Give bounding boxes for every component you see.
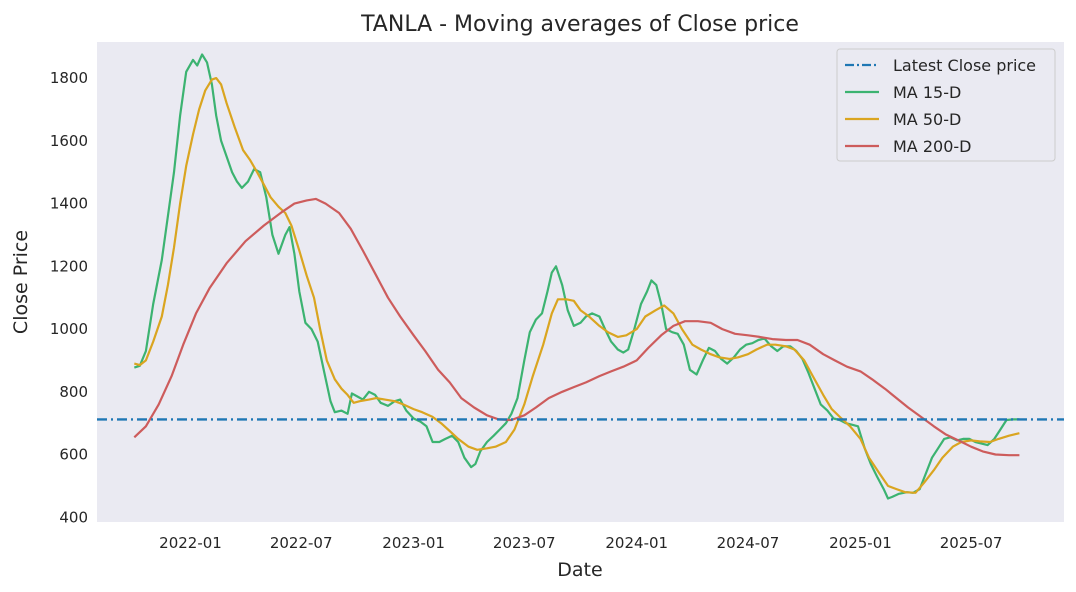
legend-label-ma200: MA 200-D: [893, 137, 971, 156]
x-tick-label: 2025-01: [829, 534, 892, 552]
x-tick-label: 2023-07: [493, 534, 556, 552]
y-axis-label: Close Price: [10, 230, 32, 334]
y-tick-label: 1200: [50, 257, 88, 275]
legend-label-ma15: MA 15-D: [893, 83, 961, 102]
y-axis-ticks: 400 600 800 1000 1200 1400 1600 1800: [50, 69, 88, 526]
y-tick-label: 400: [59, 508, 88, 526]
legend-label-latest: Latest Close price: [893, 56, 1036, 75]
series-lines: [133, 53, 1020, 500]
x-tick-label: 2024-01: [605, 534, 668, 552]
series-line-ma-200-d: [133, 197, 1020, 457]
x-tick-label: 2024-07: [717, 534, 780, 552]
y-tick-label: 1600: [50, 132, 88, 150]
x-tick-label: 2023-01: [382, 534, 445, 552]
legend: Latest Close price MA 15-D MA 50-D MA 20…: [836, 48, 1056, 162]
x-tick-label: 2022-07: [270, 534, 333, 552]
y-tick-label: 1000: [50, 320, 88, 338]
y-tick-label: 800: [59, 383, 88, 401]
x-tick-label: 2025-07: [940, 534, 1003, 552]
y-tick-label: 1800: [50, 69, 88, 87]
y-tick-label: 600: [59, 446, 88, 464]
legend-label-ma50: MA 50-D: [893, 110, 961, 129]
y-tick-label: 1400: [50, 195, 88, 213]
x-axis-label: Date: [557, 559, 602, 581]
chart-title: TANLA - Moving averages of Close price: [360, 12, 799, 37]
x-axis-ticks: 2022-01 2022-07 2023-01 2023-07 2024-01 2024-…: [159, 534, 1002, 552]
legend-box: [836, 48, 1056, 162]
series-line-ma-50-d: [134, 77, 1020, 494]
x-tick-label: 2022-01: [159, 534, 222, 552]
